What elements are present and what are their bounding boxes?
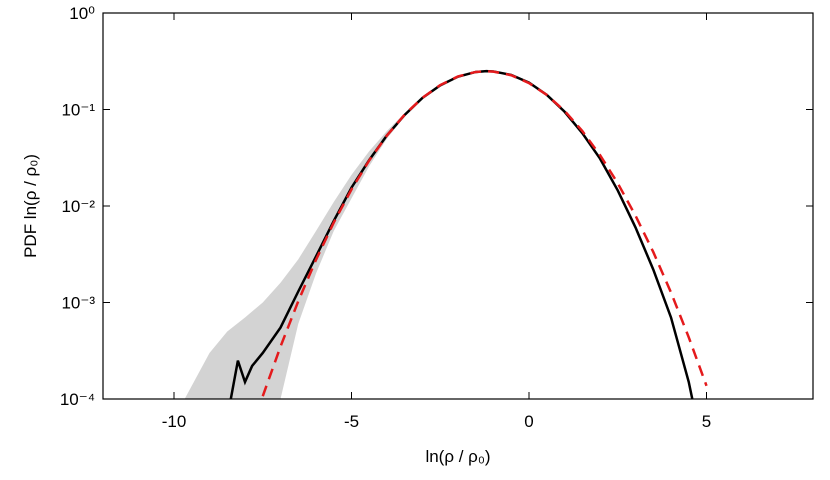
- y-axis-label: PDF ln(ρ / ρ₀): [21, 154, 40, 258]
- y-tick-label: 10⁻¹: [61, 101, 95, 120]
- x-tick-label: -10: [162, 412, 187, 431]
- y-tick-label: 10⁻³: [61, 294, 95, 313]
- x-tick-label: 0: [524, 412, 533, 431]
- y-tick-label: 10⁻⁴: [60, 390, 95, 409]
- y-tick-label: 10⁻²: [61, 197, 95, 216]
- y-tick-label: 10⁰: [69, 4, 95, 23]
- x-axis-label: ln(ρ / ρ₀): [425, 447, 490, 466]
- plot-area: [184, 69, 708, 399]
- x-tick-label: -5: [344, 412, 359, 431]
- x-tick-label: 5: [702, 412, 711, 431]
- spread-band: [184, 97, 423, 399]
- plot-frame: [102, 12, 814, 400]
- series-line: [261, 70, 708, 397]
- series-line: [229, 69, 694, 399]
